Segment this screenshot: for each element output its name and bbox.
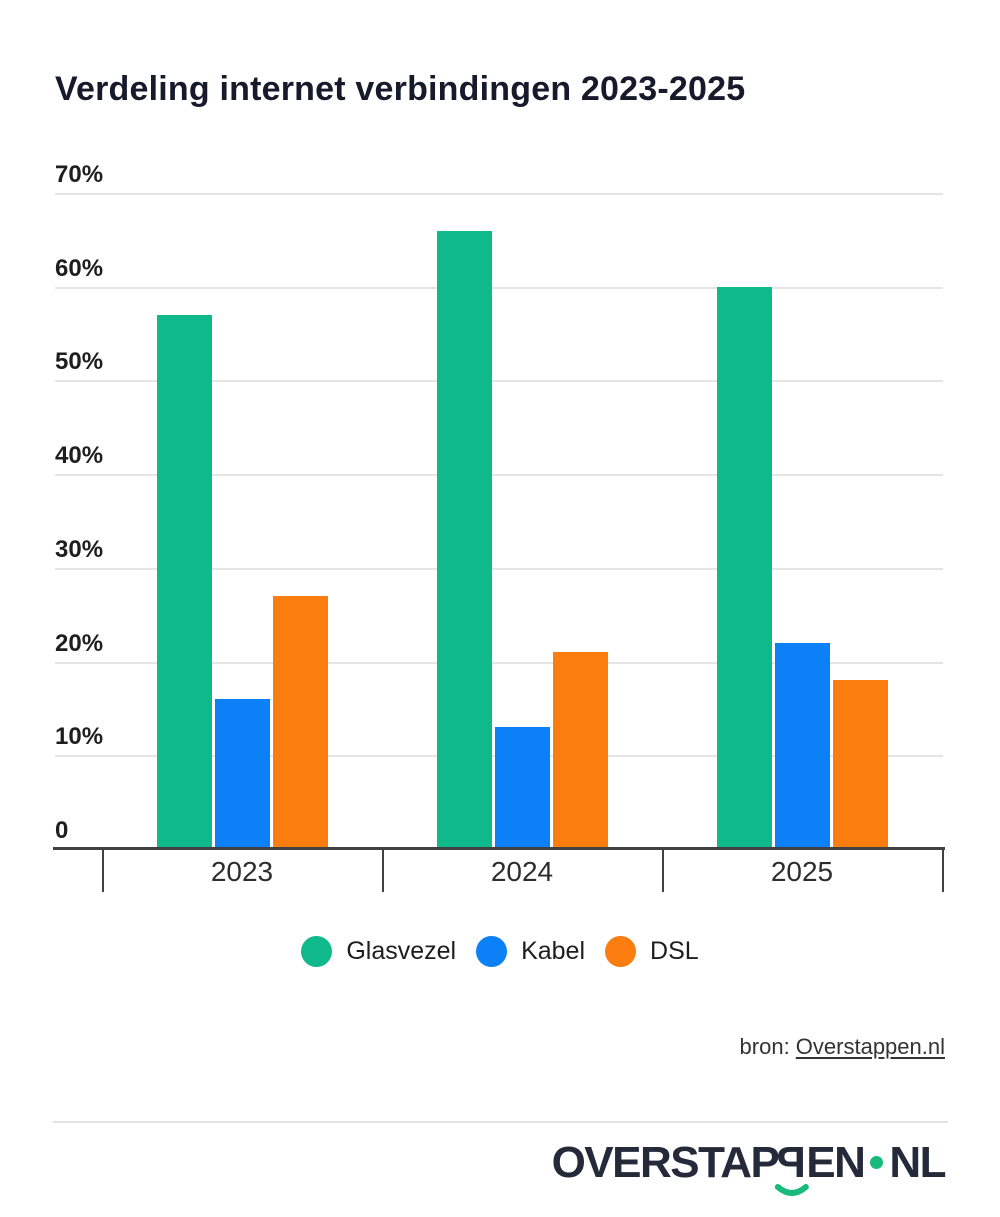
- logo-text-part3: NL: [889, 1138, 946, 1187]
- gridline-70: [55, 193, 943, 195]
- footer-divider: [53, 1121, 948, 1123]
- bar-dsl-2024: [552, 652, 608, 849]
- legend-item-kabel: Kabel: [476, 936, 585, 967]
- y-axis-tick-label: 10%: [55, 723, 104, 751]
- gridline-60: [55, 286, 943, 289]
- x-axis-category-label: 2023: [210, 856, 274, 887]
- y-axis-tick-label: 50%: [55, 348, 104, 376]
- bar-kabel-2024: [494, 727, 550, 849]
- kabel-color-dot-icon: [476, 936, 508, 967]
- logo-text-part2: EN: [806, 1138, 866, 1187]
- bar-glasvezel-2023: [156, 314, 212, 849]
- legend-label: Glasvezel: [346, 937, 457, 965]
- x-axis-line: [53, 847, 945, 850]
- bar-dsl-2023: [272, 595, 328, 849]
- logo-text-part1: OVERSTAP: [551, 1138, 780, 1187]
- y-axis-tick-label: 60%: [55, 254, 104, 282]
- gridline-40: [55, 474, 943, 477]
- y-axis-tick-label: 70%: [55, 160, 104, 188]
- gridline-30: [55, 567, 943, 570]
- source-prefix: bron:: [739, 1034, 796, 1059]
- logo-dot-icon: [870, 1156, 884, 1169]
- overstappen-logo: OVERSTAPP EN NL: [551, 1138, 946, 1196]
- logo-smile-icon: [775, 1184, 810, 1196]
- source-line: bron: Overstappen.nl: [740, 1034, 945, 1060]
- glasvezel-color-dot-icon: [301, 936, 333, 967]
- bar-dsl-2025: [832, 680, 888, 849]
- chart-legend: Glasvezel Kabel DSL: [0, 936, 1000, 967]
- x-axis-tick: [662, 850, 664, 892]
- legend-label: DSL: [650, 937, 699, 965]
- legend-item-dsl: DSL: [605, 936, 699, 967]
- x-axis-category-label: 2024: [490, 856, 554, 887]
- x-axis-tick: [102, 850, 104, 892]
- y-axis-tick-label: 0: [55, 816, 69, 844]
- bar-chart-plot-area: 70% 60% 50% 40% 30% 20% 10% 0: [55, 161, 943, 849]
- chart-title: Verdeling internet verbindingen 2023-202…: [55, 70, 746, 108]
- x-axis-category-label: 2025: [770, 856, 834, 887]
- source-link[interactable]: Overstappen.nl: [795, 1034, 945, 1059]
- bar-kabel-2023: [214, 699, 270, 849]
- logo-mirrored-p: P: [775, 1138, 810, 1196]
- y-axis-tick-label: 20%: [55, 629, 104, 657]
- legend-label: Kabel: [521, 937, 586, 965]
- dsl-color-dot-icon: [605, 936, 637, 967]
- gridline-20: [55, 661, 943, 664]
- bar-glasvezel-2024: [436, 230, 492, 849]
- bar-glasvezel-2025: [716, 286, 772, 849]
- legend-item-glasvezel: Glasvezel: [301, 936, 456, 967]
- x-axis-tick: [382, 850, 384, 892]
- gridline-50: [55, 380, 943, 383]
- y-axis-tick-label: 30%: [55, 535, 104, 563]
- bar-kabel-2025: [774, 642, 830, 849]
- x-axis-tick: [942, 850, 944, 892]
- y-axis-tick-label: 40%: [55, 441, 104, 469]
